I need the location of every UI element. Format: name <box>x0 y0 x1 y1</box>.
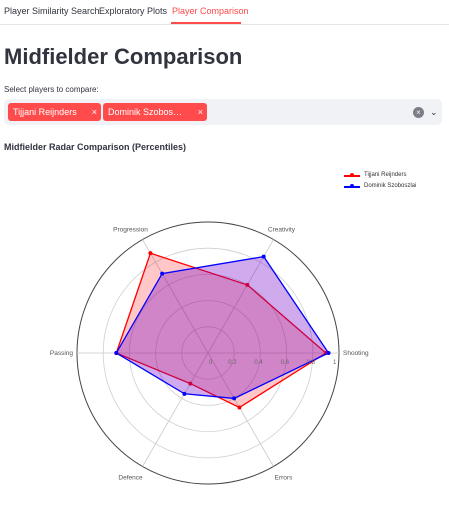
radar-point <box>245 282 250 287</box>
radial-tick-label: 0.8 <box>307 360 316 366</box>
page-title: Midfielder Comparison <box>4 44 243 69</box>
player-chip[interactable]: Dominik Szobos… × <box>103 103 207 121</box>
chart-legend: Tijjani Reijnders Dominik Szoboszlai <box>344 170 416 192</box>
radar-point <box>160 271 165 276</box>
axis-label: Errors <box>275 474 293 481</box>
tab-player-similarity-search[interactable]: Player Similarity Search <box>4 6 100 16</box>
axis-label: Defence <box>118 474 143 481</box>
legend-marker <box>350 184 354 188</box>
radar-spoke <box>207 352 274 467</box>
chart-title: Midfielder Radar Comparison (Percentiles… <box>4 142 187 152</box>
radar-area-series-1 <box>116 253 326 408</box>
chevron-down-icon[interactable]: ⌄ <box>430 107 438 117</box>
radar-point <box>326 351 331 355</box>
radar-labels: 0 0.2 0.4 0.6 0.8 1 Shooting Creativity Progress… <box>50 227 369 482</box>
radar-point <box>261 254 266 259</box>
radial-tick-label: 0.2 <box>228 360 237 366</box>
legend-item: Tijjani Reijnders <box>344 170 416 181</box>
axis-label: Passing <box>50 350 74 357</box>
active-tab-indicator <box>171 22 241 24</box>
radar-area-series-2 <box>116 256 329 399</box>
radial-tick-label: 0 <box>209 360 213 366</box>
tab-player-comparison[interactable]: Player Comparison <box>172 6 249 16</box>
radar-spoke <box>207 239 274 354</box>
radar-grid <box>76 221 340 485</box>
legend-item: Dominik Szoboszlai <box>344 181 416 192</box>
radar-spoke <box>142 239 209 354</box>
player-multiselect[interactable]: Tijjani Reijnders × Dominik Szobos… × × … <box>4 99 442 125</box>
radar-point <box>188 381 193 386</box>
radar-point <box>182 391 187 396</box>
remove-chip-icon[interactable]: × <box>91 107 97 117</box>
legend-label: Dominik Szoboszlai <box>364 183 417 189</box>
player-chip[interactable]: Tijjani Reijnders × <box>8 103 101 121</box>
axis-label: Shooting <box>343 350 369 357</box>
radar-point <box>232 396 237 401</box>
remove-chip-icon[interactable]: × <box>197 107 203 117</box>
tab-bar: Player Similarity Search Exploratory Plo… <box>0 0 449 25</box>
radar-point <box>237 405 242 410</box>
player-select-label: Select players to compare: <box>4 85 99 94</box>
radar-point <box>148 251 153 256</box>
radial-tick-label: 0.6 <box>281 360 290 366</box>
radial-tick-label: 0.4 <box>254 360 263 366</box>
radar-point <box>114 351 119 355</box>
legend-label: Tijjani Reijnders <box>364 172 407 178</box>
tab-exploratory-plots[interactable]: Exploratory Plots <box>99 6 168 16</box>
player-chip-label: Tijjani Reijnders <box>13 107 77 117</box>
clear-all-icon[interactable]: × <box>413 107 424 118</box>
radar-chart: 0 0.2 0.4 0.6 0.8 1 Shooting Creativity Progress… <box>50 221 369 485</box>
axis-label: Progression <box>113 227 148 234</box>
legend-marker <box>350 173 354 177</box>
radar-spoke <box>142 352 209 467</box>
axis-label: Creativity <box>268 227 296 234</box>
player-chip-label: Dominik Szobos… <box>108 107 183 117</box>
radar-series <box>114 251 331 410</box>
radial-tick-label: 1 <box>333 360 337 366</box>
